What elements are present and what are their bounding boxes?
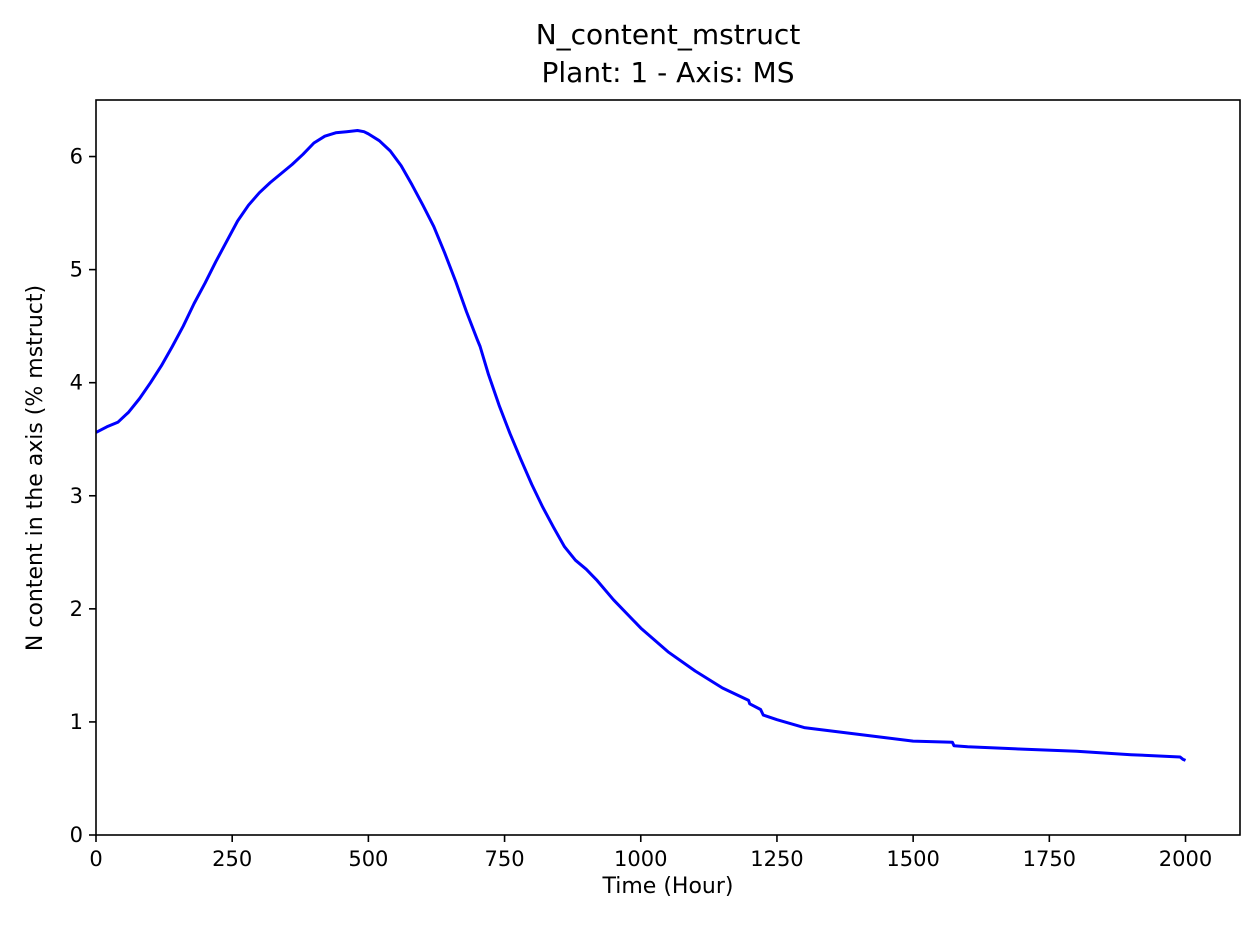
x-tick-label: 1250 — [750, 847, 803, 871]
x-tick-label: 2000 — [1159, 847, 1212, 871]
y-tick-label: 1 — [70, 710, 83, 734]
chart-title: N_content_mstruct — [536, 18, 801, 51]
x-axis-ticks: 0 250 500 750 1000 1250 1500 1750 2000 — [89, 835, 1212, 871]
series-line-0 — [95, 129, 1187, 762]
y-tick-label: 3 — [70, 484, 83, 508]
y-tick-label: 4 — [70, 371, 83, 395]
y-axis-label: N content in the axis (% mstruct) — [23, 285, 48, 651]
x-tick-label: 250 — [212, 847, 252, 871]
plot-area — [95, 99, 1241, 836]
y-axis-ticks: 0 1 2 3 4 5 6 — [70, 145, 96, 847]
x-axis-label: Time (Hour) — [602, 874, 734, 899]
y-tick-label: 2 — [70, 597, 83, 621]
chart-subtitle: Plant: 1 - Axis: MS — [542, 56, 795, 89]
x-tick-label: 1750 — [1023, 847, 1076, 871]
x-tick-label: 1500 — [886, 847, 939, 871]
x-tick-label: 1000 — [614, 847, 667, 871]
x-tick-label: 0 — [89, 847, 102, 871]
x-tick-label: 750 — [485, 847, 525, 871]
axes-frame — [95, 99, 1241, 836]
y-tick-label: 6 — [70, 145, 83, 169]
y-tick-label: 0 — [70, 823, 83, 847]
y-tick-label: 5 — [70, 258, 83, 282]
x-tick-label: 500 — [348, 847, 388, 871]
